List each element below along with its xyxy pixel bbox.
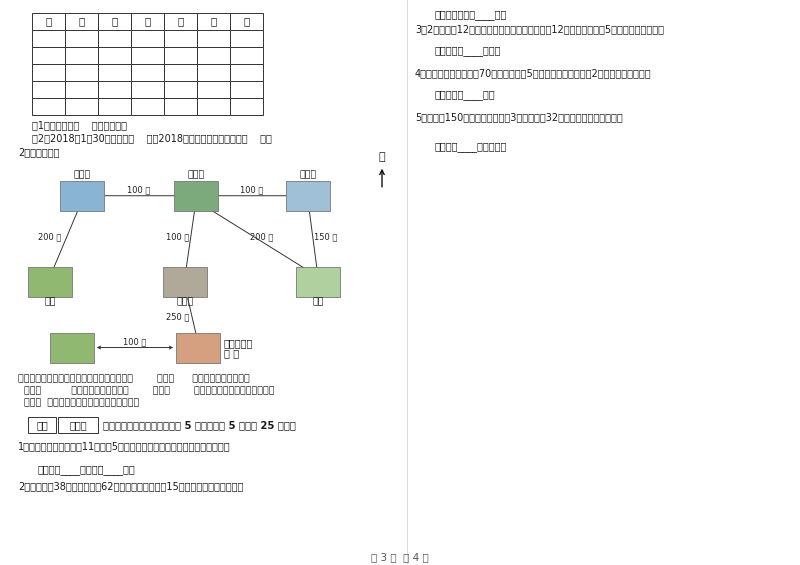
Bar bbox=[230, 98, 263, 115]
Text: 六、活用知识，解决问题（共 5 小题，每题 5 分，共 25 分）。: 六、活用知识，解决问题（共 5 小题，每题 5 分，共 25 分）。 bbox=[103, 420, 296, 431]
Bar bbox=[58, 418, 98, 433]
Bar bbox=[230, 81, 263, 98]
Text: 2．看图填空：: 2．看图填空： bbox=[18, 147, 59, 157]
Bar bbox=[98, 13, 131, 30]
Bar bbox=[28, 267, 72, 297]
Text: 大 门: 大 门 bbox=[224, 349, 239, 359]
Text: 100 米: 100 米 bbox=[240, 185, 264, 194]
Bar bbox=[98, 64, 131, 81]
Bar bbox=[164, 30, 197, 47]
Bar bbox=[65, 13, 98, 30]
Text: 游乐园: 游乐园 bbox=[74, 171, 90, 180]
Text: 100 米: 100 米 bbox=[127, 185, 150, 194]
Bar bbox=[131, 13, 164, 30]
Bar bbox=[197, 30, 230, 47]
Text: 评卷人: 评卷人 bbox=[69, 420, 87, 431]
Bar bbox=[164, 81, 197, 98]
Bar bbox=[32, 98, 65, 115]
Bar bbox=[32, 13, 65, 30]
Text: 一: 一 bbox=[78, 16, 85, 27]
Text: 150 米: 150 米 bbox=[314, 232, 338, 241]
Bar bbox=[65, 98, 98, 115]
Text: 100 米: 100 米 bbox=[166, 232, 190, 241]
Bar bbox=[98, 81, 131, 98]
Bar bbox=[131, 64, 164, 81]
Bar bbox=[131, 98, 164, 115]
Text: 日: 日 bbox=[46, 16, 52, 27]
Bar bbox=[296, 267, 340, 297]
Bar bbox=[176, 333, 220, 363]
Bar bbox=[131, 47, 164, 64]
Bar bbox=[98, 98, 131, 115]
Text: 二: 二 bbox=[111, 16, 118, 27]
Text: 五: 五 bbox=[210, 16, 217, 27]
Bar bbox=[286, 181, 330, 211]
Text: 博物馆: 博物馆 bbox=[176, 298, 194, 307]
Text: 第 3 页  共 4 页: 第 3 页 共 4 页 bbox=[371, 552, 429, 562]
Text: 农场: 农场 bbox=[44, 298, 56, 307]
Bar bbox=[163, 267, 207, 297]
Bar bbox=[197, 47, 230, 64]
Bar bbox=[65, 47, 98, 64]
Bar bbox=[98, 30, 131, 47]
Text: 3．2位老师带12位学生去游乐园玩，成人票每张12元，学生票每张5元，一共要多少钱？: 3．2位老师带12位学生去游乐园玩，成人票每张12元，学生票每张5元，一共要多少… bbox=[415, 24, 664, 34]
Bar bbox=[230, 13, 263, 30]
Bar bbox=[197, 64, 230, 81]
Bar bbox=[230, 30, 263, 47]
Text: 250 米: 250 米 bbox=[166, 312, 190, 321]
Bar bbox=[197, 13, 230, 30]
Bar bbox=[197, 81, 230, 98]
Text: 天鹅湖: 天鹅湖 bbox=[299, 171, 317, 180]
Bar bbox=[230, 64, 263, 81]
Text: 四: 四 bbox=[178, 16, 184, 27]
Text: 200 米: 200 米 bbox=[38, 232, 62, 241]
Text: （1）这个月有（    ）个星期六。: （1）这个月有（ ）个星期六。 bbox=[32, 120, 127, 130]
Text: 北: 北 bbox=[378, 152, 386, 162]
Text: ）走（  ）米到天鹅湖，再从天鹅湖到沙滩。: ）走（ ）米到天鹅湖，再从天鹅湖到沙滩。 bbox=[18, 398, 139, 407]
Bar bbox=[50, 333, 94, 363]
Bar bbox=[65, 30, 98, 47]
Text: 5．一本书150页，冬冬已经看了3天，每天看32页，还剩多少页没有看？: 5．一本书150页，冬冬已经看了3天，每天看32页，还剩多少页没有看？ bbox=[415, 112, 622, 122]
Text: 答：还剩____页没有看。: 答：还剩____页没有看。 bbox=[435, 142, 507, 152]
Text: 世纪欢乐园: 世纪欢乐园 bbox=[224, 338, 254, 349]
Bar bbox=[65, 81, 98, 98]
Text: 得分: 得分 bbox=[36, 420, 48, 431]
Bar bbox=[230, 47, 263, 64]
Bar bbox=[164, 64, 197, 81]
Bar bbox=[65, 64, 98, 81]
Bar bbox=[164, 98, 197, 115]
Text: 答：一共要____元钱。: 答：一共要____元钱。 bbox=[435, 46, 502, 56]
Bar bbox=[174, 181, 218, 211]
Text: 答：一共需要花____元。: 答：一共需要花____元。 bbox=[435, 10, 507, 20]
Text: 4．红星小学操场的长是70米，宽比长短5米，充充绕着操场跑了2圈，他跑了多少米？: 4．红星小学操场的长是70米，宽比长短5米，充充绕着操场跑了2圈，他跑了多少米？ bbox=[415, 68, 652, 78]
Text: ）走（          ）米找天鹅湖，再向（        ）走（        ）米就到了沙滩；也可以先向（: ）走（ ）米找天鹅湖，再向（ ）走（ ）米就到了沙滩；也可以先向（ bbox=[18, 386, 274, 396]
Text: 小丽想从世纪欢乐园大门到沙滩，可以先向（        ）走（      ）米到动物园，再向（: 小丽想从世纪欢乐园大门到沙滩，可以先向（ ）走（ ）米到动物园，再向（ bbox=[18, 375, 250, 384]
Bar bbox=[60, 181, 104, 211]
Bar bbox=[32, 64, 65, 81]
Text: 沙滩: 沙滩 bbox=[312, 298, 324, 307]
Bar bbox=[32, 30, 65, 47]
Text: 答：可插____瓶，还剩____枝。: 答：可插____瓶，还剩____枝。 bbox=[38, 466, 136, 475]
Bar bbox=[131, 81, 164, 98]
Text: 三: 三 bbox=[144, 16, 150, 27]
Bar bbox=[32, 47, 65, 64]
Bar bbox=[131, 30, 164, 47]
Bar bbox=[164, 13, 197, 30]
Bar bbox=[164, 47, 197, 64]
Bar bbox=[98, 47, 131, 64]
Text: 答：他跑了____米。: 答：他跑了____米。 bbox=[435, 90, 496, 100]
Bar bbox=[32, 81, 65, 98]
Text: 动物园: 动物园 bbox=[187, 171, 205, 180]
Text: 200 米: 200 米 bbox=[250, 232, 274, 241]
Text: 2．一个排球38元，一个篮球62元，如果每种球各买15个，一共需要花多少钱？: 2．一个排球38元，一个篮球62元，如果每种球各买15个，一共需要花多少钱？ bbox=[18, 481, 243, 492]
Text: 100 米: 100 米 bbox=[123, 337, 146, 346]
Text: 六: 六 bbox=[243, 16, 250, 27]
Bar bbox=[28, 418, 56, 433]
Text: （2）2018年1月30日是星期（    ），2018年的三八妇女节是星期（    ）。: （2）2018年1月30日是星期（ ），2018年的三八妇女节是星期（ ）。 bbox=[32, 133, 272, 143]
Bar bbox=[197, 98, 230, 115]
Text: 1．姐姐买来一束花，有11枝，每5枝插入一个花瓶里，可插几瓶？还剩几枝？: 1．姐姐买来一束花，有11枝，每5枝插入一个花瓶里，可插几瓶？还剩几枝？ bbox=[18, 441, 230, 451]
